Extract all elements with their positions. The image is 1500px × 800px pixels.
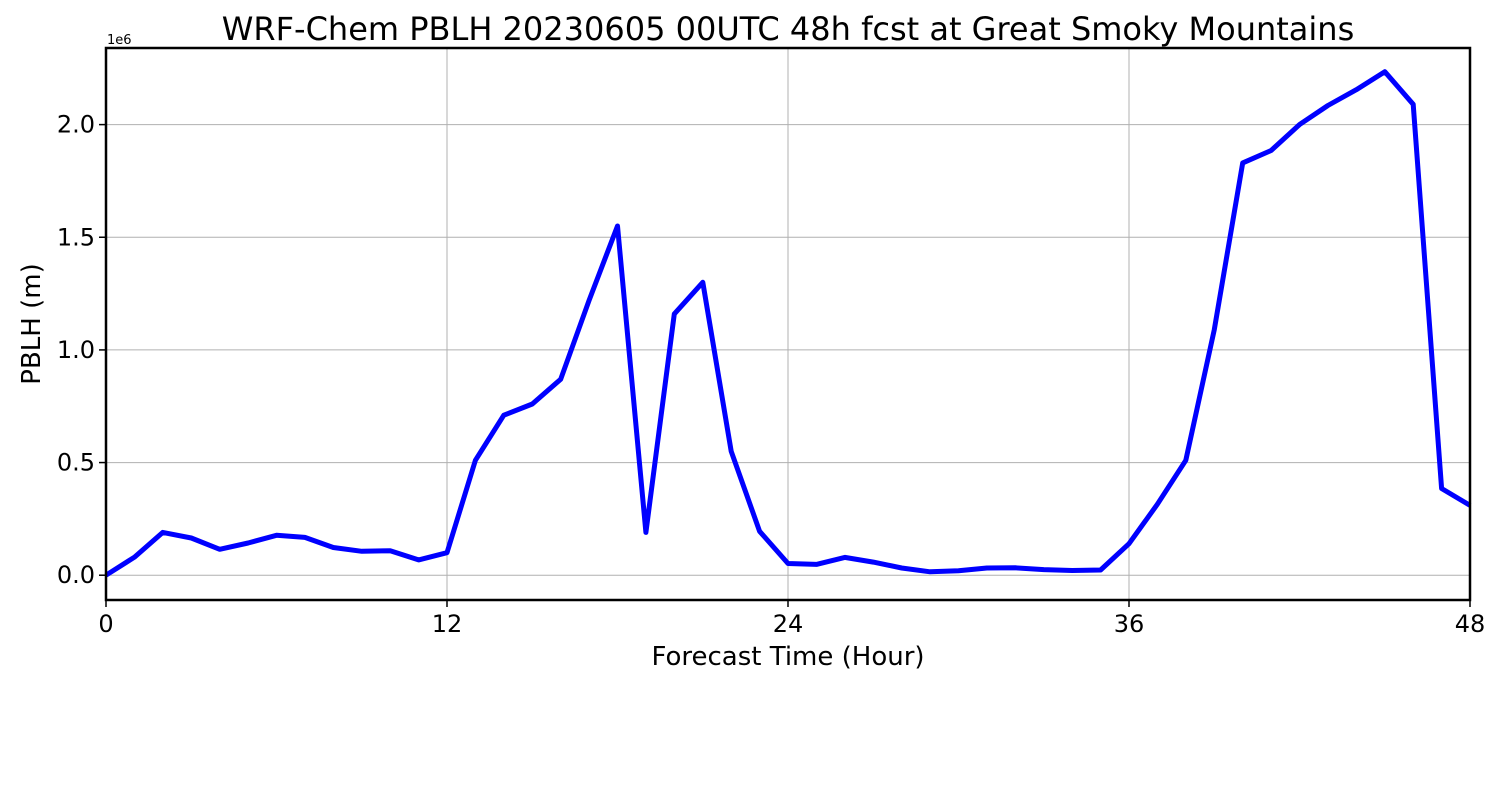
y-tick-label: 2.0 (57, 111, 95, 139)
y-tick-label: 0.5 (57, 449, 95, 477)
y-tick-label: 0.0 (57, 561, 95, 589)
y-axis-offset-label: 1e6 (107, 33, 132, 48)
x-tick-label: 36 (1114, 610, 1145, 638)
plot-area-frame (104, 46, 1472, 602)
y-axis-label: PBLH (m) (17, 263, 47, 384)
axis-ticks: 0 12 24 36 48 0.0 0.5 1.0 1.5 2.0 (57, 111, 1485, 638)
series-line-0 (104, 69, 1472, 578)
chart-title: WRF-Chem PBLH 20230605 00UTC 48h fcst at… (222, 10, 1355, 48)
x-tick-label: 48 (1455, 610, 1486, 638)
x-axis-label: Forecast Time (Hour) (651, 642, 924, 672)
x-tick-label: 0 (98, 610, 113, 638)
x-tick-label: 12 (432, 610, 463, 638)
y-tick-label: 1.0 (57, 336, 95, 364)
y-tick-label: 1.5 (57, 223, 95, 251)
series-layer (104, 69, 1472, 578)
x-tick-label: 24 (773, 610, 804, 638)
